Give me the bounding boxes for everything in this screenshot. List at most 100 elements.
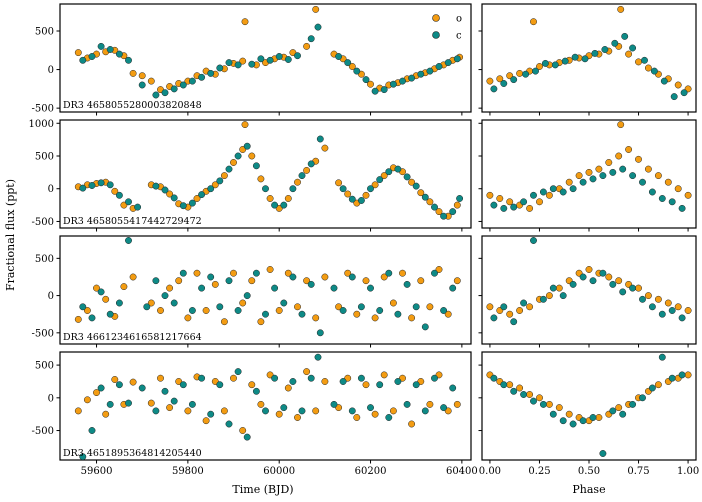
point-o [147,399,155,407]
point-c [444,59,452,67]
panel-phase-3 [478,235,697,348]
point-c [257,55,265,63]
point-c [678,314,686,322]
point-o [496,75,504,83]
star-label: DR3 4661234616581217664 [63,332,202,343]
point-c [367,404,374,412]
point-c [449,208,457,216]
point-o [545,400,553,408]
point-o [506,381,514,389]
point-c [380,86,388,94]
point-c [275,53,283,60]
point-o [157,307,164,314]
point-c [307,160,315,168]
point-c [440,307,448,314]
point-o [545,191,553,199]
point-c [280,201,288,209]
point-o [93,389,100,397]
point-c [106,400,114,408]
point-c [678,204,686,212]
point-o [241,18,249,26]
panel-phase-4: 0.00 0.25 0.50 0.75 1.00 [478,351,699,477]
point-o [74,407,82,415]
point-c [106,181,114,189]
point-c [179,202,187,210]
point-o [184,314,192,322]
point-c [170,194,178,202]
point-c [79,184,87,192]
point-c [134,203,142,211]
y-tick-label: 500 [35,254,54,265]
point-o [635,284,642,292]
point-o [111,376,119,383]
point-o [654,381,662,389]
y-tick-label: 500 [35,27,54,38]
point-c [161,89,169,97]
points-time [74,5,464,99]
point-c [629,44,637,52]
point-o [312,407,320,415]
point-o [565,410,573,418]
panels: -500 0 500 DR3 4658055280003820848 -500 0 500 1… [29,3,699,477]
point-o [371,314,379,322]
point-c [599,172,607,180]
point-c [216,64,224,72]
point-o [230,269,237,277]
point-c [348,407,356,415]
point-o [408,314,416,322]
point-c [619,410,627,418]
panel-time-2: -500 0 500 1000 DR3 4658055417442729472 [29,119,472,232]
points-phase [486,353,692,457]
point-c [179,269,187,277]
point-c [449,284,457,292]
point-c [335,53,343,60]
point-o [617,5,625,13]
point-c [591,49,599,57]
point-c [88,427,96,434]
panel-phase-1 [478,3,697,116]
point-c [170,397,178,405]
point-c [394,165,402,173]
point-c [520,299,528,307]
point-c [650,67,658,75]
point-c [520,391,528,398]
point-o [664,178,672,186]
point-c [97,384,105,392]
point-c [394,310,402,318]
point-c [421,193,429,201]
point-c [541,59,549,67]
point-c [188,307,196,314]
point-c [115,50,123,58]
panel-time-4: -500 0 500 59600 59800 60000 60200 60400 DR3 465… [32,351,478,477]
point-o [536,63,543,70]
point-c [198,73,206,81]
point-o [362,277,370,285]
point-o [211,280,219,288]
point-c [152,277,160,285]
point-o [380,172,388,180]
point-o [241,121,249,129]
point-o [102,410,110,418]
point-c [639,394,646,402]
point-o [166,404,174,412]
x-tick-label: 0.75 [627,466,649,477]
star-label: DR3 4658055417442729472 [63,216,202,227]
point-c [579,178,587,186]
point-c [271,284,279,292]
point-c [138,384,146,392]
point-o [312,314,320,322]
point-c [412,182,420,190]
point-o [275,410,283,418]
panel-frame [481,351,697,461]
point-c [307,35,315,43]
point-c [307,280,315,288]
point-o [284,269,292,277]
x-tick-label: 60200 [355,466,387,477]
point-c [234,61,242,69]
point-o [506,198,514,206]
point-o [248,277,256,285]
point-c [417,70,425,78]
point-c [658,195,666,202]
x-tick-label: 60400 [446,466,478,477]
